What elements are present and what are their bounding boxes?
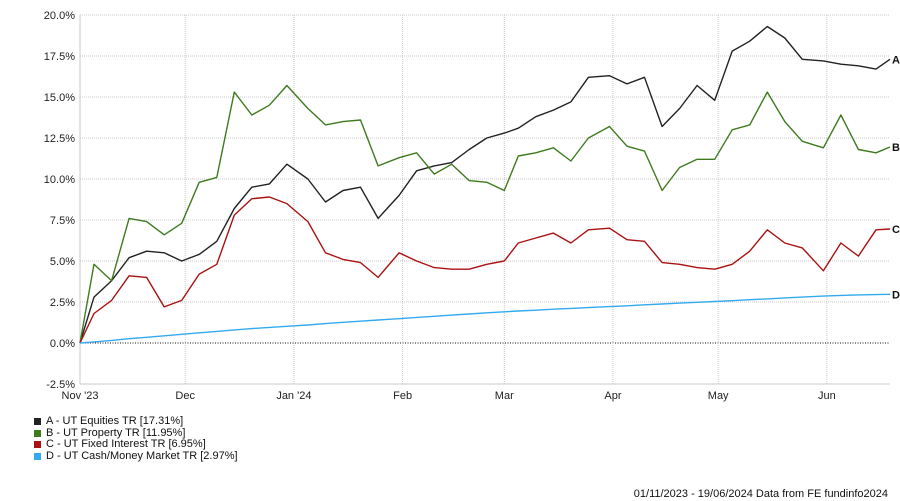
y-tick-label: 5.0% [50, 256, 75, 268]
legend-item-c: C - UT Fixed Interest TR [6.95%] [34, 438, 238, 451]
y-tick-label: 15.0% [44, 92, 75, 104]
x-tick-label: Jun [818, 390, 836, 402]
x-tick-label: Mar [495, 390, 514, 402]
x-tick-label: Jan '24 [276, 390, 311, 402]
y-tick-label: 0.0% [50, 338, 75, 350]
x-tick-label: Dec [175, 390, 195, 402]
end-label-d: D [892, 289, 900, 301]
series-line-c [79, 196, 891, 344]
series-line-a [79, 25, 891, 344]
y-tick-label: 10.0% [44, 174, 75, 186]
x-tick-label: Apr [604, 390, 621, 402]
x-tick-label: May [708, 390, 729, 402]
chart-footer: 01/11/2023 - 19/06/2024 Data from FE fun… [634, 488, 888, 500]
legend-label-b: B - UT Property TR [11.95%] [46, 426, 186, 439]
legend: A - UT Equities TR [17.31%] B - UT Prope… [34, 415, 238, 463]
legend-item-a: A - UT Equities TR [17.31%] [34, 415, 238, 428]
end-label-c: C [892, 224, 900, 236]
end-label-a: A [892, 54, 900, 66]
end-labels: A B C D [892, 54, 900, 301]
y-tick-label: 12.5% [44, 133, 75, 145]
y-tick-label: 7.5% [50, 215, 75, 227]
x-tick-label: Feb [393, 390, 412, 402]
legend-swatch-b [34, 429, 41, 437]
axes: 20.0% 17.5% 15.0% 12.5% 10.0% 7.5% 5.0% 2.5% 0.0… [44, 10, 890, 402]
legend-label-d: D - UT Cash/Money Market TR [2.97%] [46, 449, 238, 462]
y-tick-label: 2.5% [50, 297, 75, 309]
y-tick-label: 17.5% [44, 51, 75, 63]
legend-item-b: B - UT Property TR [11.95%] [34, 426, 238, 440]
legend-item-d: D - UT Cash/Money Market TR [2.97%] [34, 449, 238, 463]
y-tick-label: -2.5% [46, 379, 75, 391]
series-line-d [79, 293, 891, 344]
series-line-b [79, 84, 891, 344]
x-tick-label: Nov '23 [62, 390, 99, 402]
end-label-b: B [892, 142, 900, 154]
footer-source: Data from FE fundinfo2024 [755, 488, 888, 500]
series-lines [79, 25, 891, 344]
legend-label-a: A - UT Equities TR [17.31%] [46, 415, 184, 427]
legend-label-c: C - UT Fixed Interest TR [6.95%] [46, 438, 206, 450]
legend-swatch-c [34, 441, 41, 449]
footer-date-range: 01/11/2023 - 19/06/2024 [633, 488, 753, 500]
grid [79, 14, 890, 385]
legend-swatch-d [34, 452, 41, 460]
legend-swatch-a [34, 418, 41, 426]
y-tick-label: 20.0% [44, 10, 75, 22]
